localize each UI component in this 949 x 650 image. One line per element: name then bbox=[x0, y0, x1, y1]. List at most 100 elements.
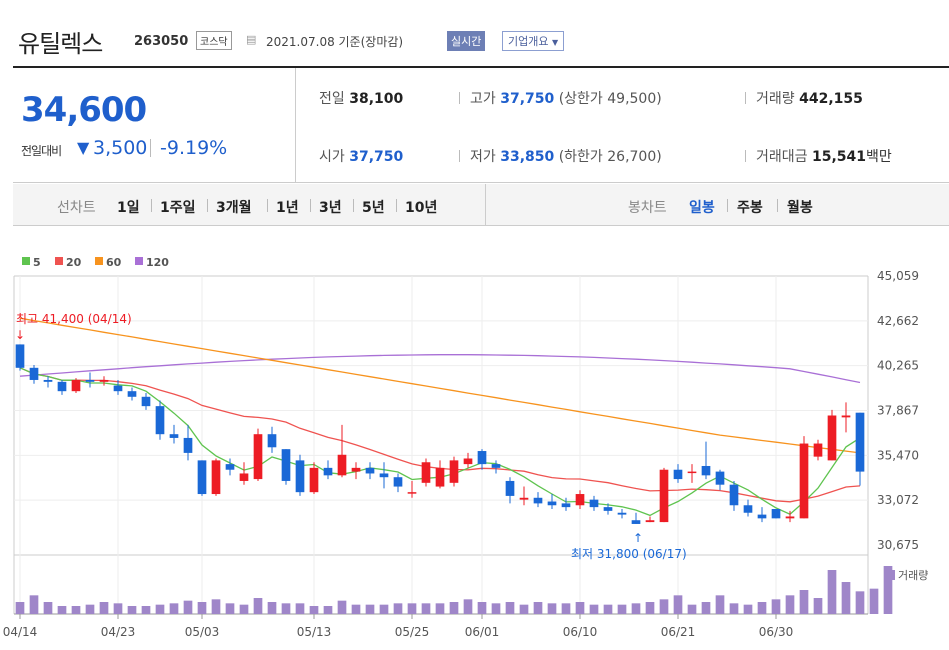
candle-body bbox=[71, 379, 81, 392]
quote-panel bbox=[13, 68, 949, 183]
candle-body bbox=[365, 467, 375, 474]
volume-bar bbox=[701, 602, 711, 614]
volume-bar bbox=[211, 599, 221, 614]
volume-bar bbox=[547, 603, 557, 614]
volume-bar bbox=[799, 590, 809, 614]
volume-stat: 거래량 442,155 bbox=[756, 88, 863, 108]
low-price: 저가 33,850 (하한가 26,700) bbox=[470, 146, 662, 166]
candle-body bbox=[827, 415, 837, 461]
stock-code: 263050 bbox=[134, 34, 189, 49]
candle-chart-label: 봉차트 bbox=[628, 200, 667, 216]
volume-bar bbox=[785, 595, 795, 614]
volume-bar bbox=[365, 604, 375, 614]
tab-10y[interactable]: 10년 bbox=[405, 200, 438, 216]
volume-value: 442,155 bbox=[799, 91, 863, 107]
volume-bar bbox=[491, 603, 501, 614]
volume-bar bbox=[29, 595, 39, 614]
volume-bar bbox=[729, 603, 739, 614]
candle-body bbox=[449, 460, 459, 483]
lower-limit: (하한가 26,700) bbox=[558, 149, 662, 165]
volume-bar bbox=[43, 602, 53, 614]
tab-divider bbox=[777, 199, 778, 212]
candle-body bbox=[15, 344, 25, 368]
legend-label: 60 bbox=[106, 256, 122, 269]
volume-bar bbox=[141, 606, 151, 614]
volume-bar bbox=[673, 595, 683, 614]
x-tick-label: 05/25 bbox=[395, 625, 430, 639]
candle-body bbox=[57, 381, 67, 392]
change-value: 3,500 bbox=[93, 137, 148, 159]
market-badge: 코스닥 bbox=[196, 31, 232, 50]
tab-weekly[interactable]: 주봉 bbox=[737, 200, 763, 216]
tab-group-divider bbox=[485, 184, 486, 226]
tab-divider bbox=[727, 199, 728, 212]
volume-bar bbox=[617, 604, 627, 614]
volume-bar bbox=[225, 603, 235, 614]
volume-bar bbox=[575, 602, 585, 614]
volume-bar bbox=[295, 603, 305, 614]
tab-daily[interactable]: 일봉 bbox=[689, 200, 715, 216]
candle-body bbox=[225, 464, 235, 470]
volume-bar bbox=[631, 603, 641, 614]
candle-body bbox=[757, 514, 767, 519]
prev-close: 전일 38,100 bbox=[319, 88, 403, 108]
volume-bar bbox=[323, 606, 333, 614]
candle-body bbox=[603, 507, 613, 511]
volume-bar bbox=[253, 598, 263, 614]
candle-body bbox=[771, 508, 781, 519]
company-info-dropdown[interactable]: 기업개요 ▼ bbox=[502, 31, 565, 51]
volume-bar bbox=[533, 602, 543, 614]
candle-body bbox=[561, 503, 571, 508]
candle-body bbox=[659, 469, 669, 523]
current-price: 34,600 bbox=[21, 90, 147, 130]
ma120-line bbox=[19, 354, 861, 384]
realtime-button[interactable]: 실시간 bbox=[447, 31, 486, 51]
tab-1w[interactable]: 1주일 bbox=[160, 200, 196, 216]
candle-body bbox=[127, 391, 137, 397]
volume-bar bbox=[463, 599, 473, 614]
company-info-label: 기업개요 bbox=[508, 35, 549, 48]
candle-body bbox=[505, 480, 515, 496]
volume-bar bbox=[519, 604, 529, 614]
volume-bar bbox=[309, 606, 319, 614]
volume-bar bbox=[71, 606, 81, 614]
x-tick-label: 04/23 bbox=[101, 625, 136, 639]
volume-bar bbox=[505, 602, 515, 614]
low-annotation: 최저 31,800 (06/17) bbox=[571, 547, 687, 561]
tab-3y[interactable]: 3년 bbox=[319, 200, 342, 216]
candle-body bbox=[337, 454, 347, 476]
candle-body bbox=[687, 471, 697, 474]
tab-monthly[interactable]: 월봉 bbox=[787, 200, 813, 216]
base-date: 2021.07.08 기준(장마감) bbox=[266, 35, 404, 49]
y-tick-label: 40,265 bbox=[877, 359, 919, 373]
candle-body bbox=[309, 467, 319, 493]
legend-swatch bbox=[55, 257, 63, 265]
low-value: 33,850 bbox=[500, 149, 555, 165]
stat-divider bbox=[459, 92, 460, 104]
stock-name: 유틸렉스 bbox=[18, 30, 103, 58]
volume-bar bbox=[15, 602, 25, 614]
header-divider bbox=[13, 66, 949, 68]
tab-1y[interactable]: 1년 bbox=[276, 200, 299, 216]
upper-limit: (상한가 49,500) bbox=[558, 91, 662, 107]
volume-bar bbox=[239, 604, 249, 614]
volume-bar bbox=[477, 602, 487, 614]
tab-divider bbox=[267, 199, 268, 212]
legend-swatch bbox=[135, 257, 143, 265]
volume-legend-swatch bbox=[892, 570, 895, 580]
amount-stat: 거래대금 15,541백만 bbox=[756, 146, 892, 166]
volume-bar bbox=[827, 570, 837, 614]
candle-body bbox=[729, 484, 739, 506]
volume-bar bbox=[393, 603, 403, 614]
candle-body bbox=[715, 471, 725, 485]
tab-3m[interactable]: 3개월 bbox=[216, 200, 252, 216]
y-tick-label: 37,867 bbox=[877, 404, 919, 418]
candle-body bbox=[617, 512, 627, 515]
stat-divider bbox=[745, 92, 746, 104]
x-tick-label: 06/10 bbox=[563, 625, 598, 639]
tab-1d[interactable]: 1일 bbox=[117, 200, 140, 216]
tab-divider bbox=[396, 199, 397, 212]
volume-bar bbox=[99, 602, 109, 614]
tab-5y[interactable]: 5년 bbox=[362, 200, 385, 216]
candle-body bbox=[99, 379, 109, 382]
